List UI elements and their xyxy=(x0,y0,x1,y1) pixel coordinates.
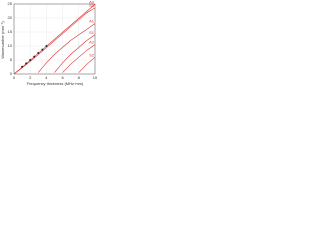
x-tick-label: 10 xyxy=(93,75,98,80)
curve xyxy=(13,4,96,75)
x-axis-label: Frequency thickness (MHz·mm) xyxy=(27,81,84,86)
data-point xyxy=(21,65,24,68)
y-tick-label: 15 xyxy=(8,29,13,34)
curve-label: S2 xyxy=(89,52,95,57)
y-tick-label: 10 xyxy=(8,43,13,48)
x-tick-label: 0 xyxy=(13,75,16,80)
data-point xyxy=(41,48,44,51)
y-tick-label: 20 xyxy=(8,15,13,20)
data-point xyxy=(37,52,40,54)
data-point xyxy=(45,45,48,47)
y-tick-label: 25 xyxy=(8,1,13,6)
data-point xyxy=(33,55,36,58)
y-axis-label: Wavenumber (mm⁻¹) xyxy=(0,21,5,59)
curve xyxy=(62,44,96,73)
curve xyxy=(13,7,96,75)
data-point xyxy=(25,62,28,65)
curve-label: S0 xyxy=(89,3,95,8)
y-tick-label: 0 xyxy=(10,71,13,76)
y-tick-label: 5 xyxy=(10,57,13,62)
curve-label: A0 xyxy=(89,0,95,4)
curve-label: S1 xyxy=(89,30,95,35)
curve xyxy=(38,23,96,73)
curve xyxy=(54,34,96,73)
curve xyxy=(78,56,96,73)
curve-label: A2 xyxy=(89,40,95,45)
x-tick-label: 4 xyxy=(45,75,48,80)
data-point xyxy=(29,59,32,61)
x-tick-label: 8 xyxy=(78,75,81,80)
plot-frame xyxy=(13,3,96,75)
x-tick-label: 2 xyxy=(29,75,32,80)
chart: Frequency thickness (MHz·mm) Wavenumber … xyxy=(0,0,98,86)
x-tick-label: 6 xyxy=(61,75,64,80)
curve-label: A1 xyxy=(89,19,95,24)
